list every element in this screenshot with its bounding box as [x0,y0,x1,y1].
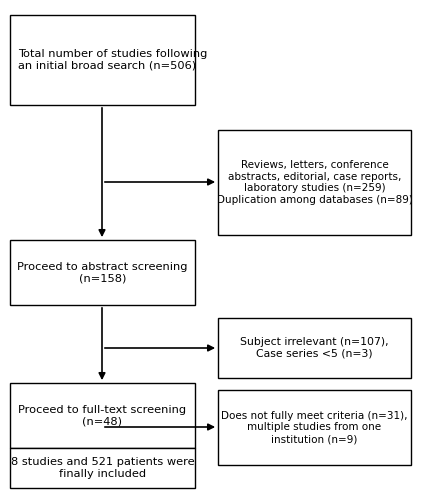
Text: Reviews, letters, conference
abstracts, editorial, case reports,
laboratory stud: Reviews, letters, conference abstracts, … [217,160,412,205]
Text: Total number of studies following
an initial broad search (n=506): Total number of studies following an ini… [18,49,207,71]
Text: Proceed to full-text screening
(n=48): Proceed to full-text screening (n=48) [19,404,187,426]
Bar [10,240,195,305]
Text: Proceed to abstract screening
(n=158): Proceed to abstract screening (n=158) [17,262,188,283]
Bar [10,383,195,448]
Text: 8 studies and 521 patients were
finally included: 8 studies and 521 patients were finally … [11,457,194,479]
Text: Does not fully meet criteria (n=31),
multiple studies from one
institution (n=9): Does not fully meet criteria (n=31), mul… [221,411,408,444]
Text: Subject irrelevant (n=107),
Case series <5 (n=3): Subject irrelevant (n=107), Case series … [240,337,389,359]
Bar [218,390,411,465]
Bar [218,130,411,235]
Bar [10,15,195,105]
Bar [10,448,195,488]
Bar [218,318,411,378]
